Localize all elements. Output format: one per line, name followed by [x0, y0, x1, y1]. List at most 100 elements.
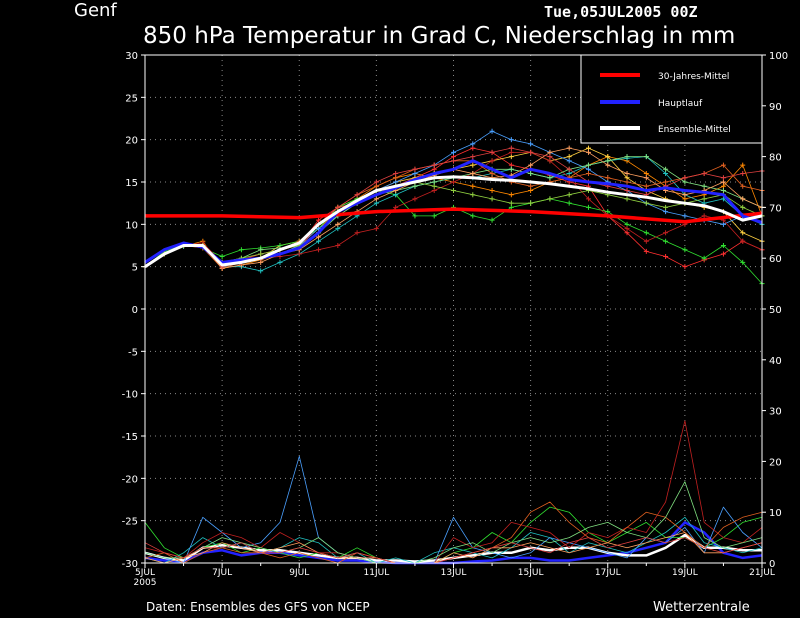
precipitation-line [144, 532, 763, 564]
member-point [566, 171, 572, 177]
legend-label-ensemble-mean: Ensemble-Mittel [658, 125, 731, 135]
member-point [740, 259, 746, 265]
member-point [508, 162, 514, 168]
member-point [258, 251, 264, 257]
member-point [585, 196, 591, 202]
member-point [740, 171, 746, 177]
member-point [663, 209, 669, 215]
main-series [144, 159, 763, 268]
x-tick-label: 7JUL [212, 568, 232, 578]
member-point [663, 254, 669, 260]
member-point [528, 183, 534, 189]
member-point [701, 171, 707, 177]
y-left-tick-label: 0 [132, 305, 138, 316]
axes: -30 -25 -20 -15 -10 -5 0 5 10 15 20 25 30 0 10 20 30 40 50… [122, 51, 788, 588]
member-point [373, 200, 379, 206]
member-point [547, 196, 553, 202]
member-point [431, 179, 437, 185]
member-point [335, 243, 341, 248]
member-point [682, 175, 688, 181]
member-point [412, 183, 418, 189]
member-point [316, 217, 322, 223]
member-point [740, 238, 746, 244]
member-point [238, 247, 244, 253]
member-point [740, 162, 746, 168]
x-tick-label: 17JUL [595, 568, 621, 578]
member-point [605, 162, 611, 168]
member-point [508, 204, 514, 210]
member-point [508, 200, 514, 206]
member-point [701, 196, 707, 202]
member-point [528, 200, 534, 206]
member-point [682, 192, 688, 198]
member-point [412, 213, 418, 219]
member-point [508, 149, 514, 155]
member-point [643, 183, 649, 189]
member-point [335, 226, 341, 232]
x-tick-label: 5JUL [135, 568, 155, 578]
member-point [624, 171, 630, 177]
run-time-label: Tue,05JUL2005 00Z [544, 3, 698, 21]
member-point [412, 171, 418, 177]
y-left-tick-label: -30 [122, 559, 138, 570]
member-point [258, 259, 264, 265]
member-point [451, 154, 456, 160]
member-point [701, 255, 707, 261]
member-point [605, 158, 611, 164]
member-point [624, 154, 630, 160]
member-point [335, 221, 341, 227]
member-point [335, 204, 341, 210]
legend-label-main-run: Hauptlauf [658, 99, 703, 109]
y-left-tick-label: 20 [125, 136, 138, 147]
member-point [566, 154, 572, 160]
member-point [489, 217, 495, 223]
member-point [431, 213, 437, 219]
member-point [663, 204, 669, 210]
y-left-tick-label: -5 [128, 347, 138, 358]
member-point [720, 196, 726, 202]
member-point [547, 158, 553, 164]
member-point [508, 192, 514, 198]
member-point [682, 179, 688, 185]
member-point [643, 230, 649, 236]
y-left-tick-label: 15 [125, 178, 138, 189]
member-point [393, 175, 399, 181]
member-point [316, 247, 322, 253]
chart-title: 850 hPa Temperatur in Grad C, Niederschl… [143, 23, 735, 49]
member-point [624, 230, 630, 236]
member-point [682, 196, 688, 202]
member-point [605, 209, 611, 215]
member-point [624, 179, 630, 185]
member-point [643, 238, 649, 244]
member-point [373, 196, 379, 202]
member-point [316, 238, 322, 244]
member-point [585, 171, 591, 177]
member-point [585, 145, 591, 151]
y-right-tick-label: 50 [769, 305, 782, 316]
member-point [393, 204, 399, 210]
member-point [663, 238, 669, 244]
y-right-tick-label: 90 [769, 102, 782, 113]
x-year-label: 2005 [134, 578, 157, 588]
member-point [258, 247, 264, 253]
y-right-tick-label: 70 [769, 203, 782, 214]
legend-label-climate: 30-Jahres-Mittel [658, 72, 729, 82]
member-point [585, 166, 591, 172]
member-point [373, 179, 379, 185]
y-left-tick-label: 25 [125, 93, 138, 104]
member-point [508, 154, 514, 160]
member-point [393, 179, 399, 185]
member-point [663, 166, 669, 172]
member-point [566, 200, 572, 206]
member-point [643, 248, 649, 254]
member-point [470, 154, 476, 160]
member-point [701, 183, 707, 189]
member-point [489, 196, 495, 202]
member-point [373, 183, 379, 189]
member-point [528, 162, 534, 168]
member-point [431, 187, 437, 193]
y-right-tick-label: 30 [769, 407, 782, 418]
location-label: Genf [74, 0, 117, 21]
member-point [489, 149, 495, 155]
y-left-tick-label: 30 [125, 51, 138, 62]
